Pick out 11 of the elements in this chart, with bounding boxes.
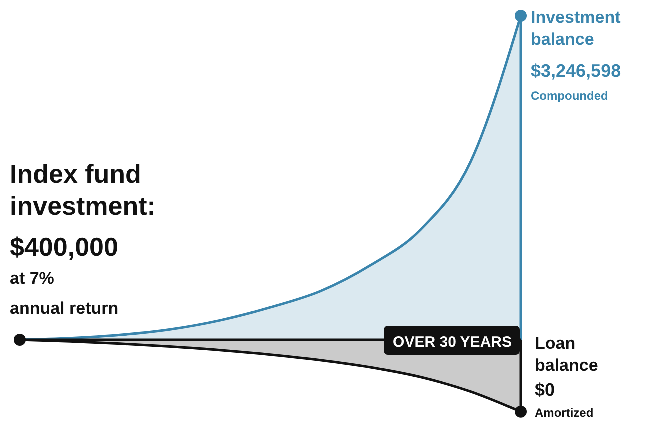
- annotation: OVER 30 YEARS: [393, 334, 512, 351]
- annotation: annual return: [10, 299, 119, 318]
- annotation: Index fund investment:: [10, 159, 156, 221]
- text: Amortized: [535, 406, 594, 420]
- annotation: $400,000: [10, 232, 118, 262]
- annotation: at 7%: [10, 269, 54, 288]
- series-label: Investment balance: [531, 8, 622, 49]
- text: Compounded: [531, 89, 608, 103]
- text: $0: [535, 380, 556, 400]
- text: $3,246,598: [531, 61, 622, 81]
- series-label: Loan balance: [535, 334, 598, 375]
